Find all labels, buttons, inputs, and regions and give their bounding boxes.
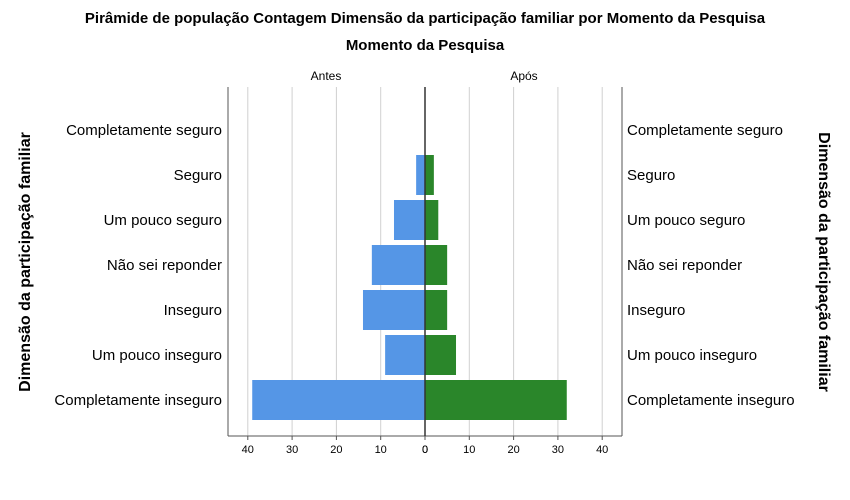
y-axis-title-right: Dimensão da participação familiar: [815, 132, 832, 392]
panel-label-antes: Antes: [311, 69, 342, 83]
bar-apos-2: [425, 200, 439, 240]
bar-apos-1: [425, 155, 434, 195]
bar-apos-5: [425, 335, 457, 375]
tick-label-left-0: 40: [242, 444, 254, 456]
bar-antes-6: [252, 380, 425, 420]
category-label-left-4: Inseguro: [164, 302, 222, 319]
category-label-left-0: Completamente seguro: [66, 122, 222, 139]
category-label-right-3: Não sei reponder: [627, 257, 742, 274]
y-axis-title-left: Dimensão da participação familiar: [17, 132, 34, 392]
chart-subtitle: Momento da Pesquisa: [346, 37, 505, 54]
plot-frame: [227, 87, 623, 437]
category-label-right-4: Inseguro: [627, 302, 685, 319]
tick-label-left-2: 20: [330, 444, 342, 456]
bar-apos-6: [425, 380, 567, 420]
category-label-left-3: Não sei reponder: [107, 257, 222, 274]
tick-label-right-0: 0: [422, 444, 428, 456]
bar-antes-5: [385, 335, 425, 375]
bar-antes-3: [371, 245, 425, 285]
category-label-right-1: Seguro: [627, 167, 675, 184]
bar-apos-4: [425, 290, 448, 330]
category-label-right-0: Completamente seguro: [627, 122, 783, 139]
bar-apos-3: [425, 245, 448, 285]
category-labels-left: Completamente seguro Seguro Um pouco segur…: [54, 122, 222, 409]
bars: [252, 155, 567, 420]
tick-label-left-1: 30: [286, 444, 298, 456]
chart-title: Pirâmide de população Contagem Dimensão …: [85, 10, 766, 27]
tick-label-right-4: 40: [596, 444, 608, 456]
tick-label-left-3: 10: [375, 444, 387, 456]
tick-label-left-4: 0: [422, 444, 428, 456]
tick-label-right-3: 30: [552, 444, 564, 456]
bar-antes-4: [362, 290, 425, 330]
gridlines: [247, 87, 603, 436]
category-labels-right: Completamente seguro Seguro Um pouco segur…: [627, 122, 795, 409]
category-label-right-2: Um pouco seguro: [627, 212, 745, 229]
category-label-right-5: Um pouco inseguro: [627, 347, 757, 364]
bar-antes-2: [393, 200, 425, 240]
bar-antes-1: [416, 155, 425, 195]
category-label-left-1: Seguro: [174, 167, 222, 184]
category-label-left-2: Um pouco seguro: [104, 212, 222, 229]
x-tick-labels: 40 30 20 10 00 10 20 30 40: [242, 436, 608, 456]
panel-label-apos: Após: [510, 69, 537, 83]
category-label-right-6: Completamente inseguro: [627, 392, 795, 409]
category-label-left-5: Um pouco inseguro: [92, 347, 222, 364]
tick-label-right-2: 20: [507, 444, 519, 456]
category-label-left-6: Completamente inseguro: [54, 392, 222, 409]
tick-label-right-1: 10: [463, 444, 475, 456]
